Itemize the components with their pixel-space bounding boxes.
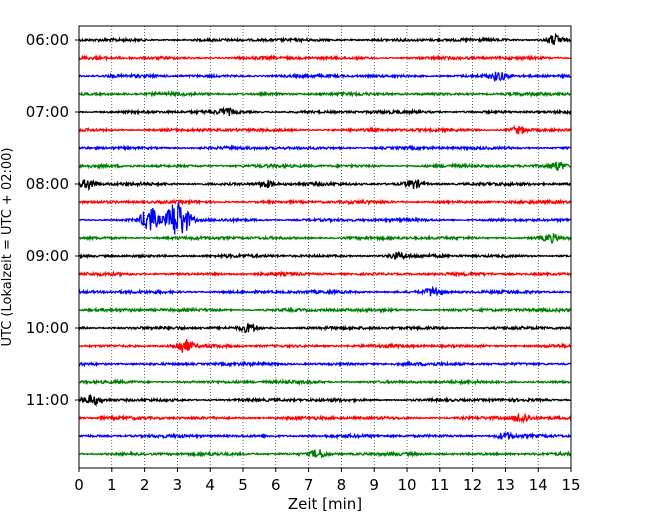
trace-line	[78, 161, 572, 171]
trace-line	[78, 323, 572, 334]
y-tick-label: 07:00	[26, 103, 69, 121]
x-axis-ticks: 0 1 2 3 4 5 6 7 8 9 10 11 12 13 14 15	[74, 468, 581, 494]
x-tick-label: 1	[107, 476, 117, 494]
trace-line	[78, 360, 572, 368]
trace-line	[78, 144, 572, 152]
trace-line	[78, 449, 572, 458]
trace-line	[78, 54, 572, 62]
x-tick-label: 7	[304, 476, 314, 494]
trace-line	[78, 412, 572, 424]
trace-line	[78, 233, 572, 244]
y-tick-label: 10:00	[26, 319, 69, 337]
y-tick-label: 11:00	[26, 391, 69, 409]
trace-line	[78, 32, 572, 46]
x-tick-label: 15	[561, 476, 580, 494]
x-tick-label: 5	[238, 476, 248, 494]
traces	[78, 32, 572, 458]
y-axis-label: UTC (Lokalzeit = UTC + 02:00)	[0, 148, 15, 347]
x-tick-label: 9	[369, 476, 379, 494]
y-tick-label: 08:00	[26, 175, 69, 193]
trace-line	[78, 339, 572, 353]
x-tick-label: 13	[496, 476, 515, 494]
x-tick-label: 14	[529, 476, 548, 494]
trace-line	[78, 285, 572, 297]
trace-line	[78, 431, 572, 440]
trace-line	[78, 269, 572, 278]
trace-line	[78, 201, 572, 235]
y-tick-label: 09:00	[26, 247, 69, 265]
y-axis-ticks: 06:00 07:00 08:00 09:00 10:00 11:00	[26, 31, 79, 409]
trace-line	[78, 179, 572, 192]
x-tick-label: 10	[397, 476, 416, 494]
y-tick-label: 06:00	[26, 31, 69, 49]
trace-line	[78, 393, 572, 408]
plot-frame	[78, 25, 572, 469]
x-tick-label: 4	[205, 476, 215, 494]
x-tick-label: 8	[337, 476, 347, 494]
x-tick-label: 0	[74, 476, 84, 494]
trace-line	[78, 89, 572, 98]
trace-line	[78, 106, 572, 117]
trace-line	[78, 71, 572, 83]
trace-line	[78, 250, 572, 261]
trace-line	[78, 306, 572, 314]
x-tick-label: 2	[140, 476, 150, 494]
trace-line	[78, 124, 572, 135]
x-tick-label: 3	[173, 476, 183, 494]
x-tick-label: 6	[271, 476, 281, 494]
x-tick-label: 11	[430, 476, 449, 494]
trace-line	[78, 198, 572, 206]
x-tick-label: 12	[463, 476, 482, 494]
x-axis-label: Zeit [min]	[288, 495, 362, 513]
trace-line	[78, 378, 572, 387]
